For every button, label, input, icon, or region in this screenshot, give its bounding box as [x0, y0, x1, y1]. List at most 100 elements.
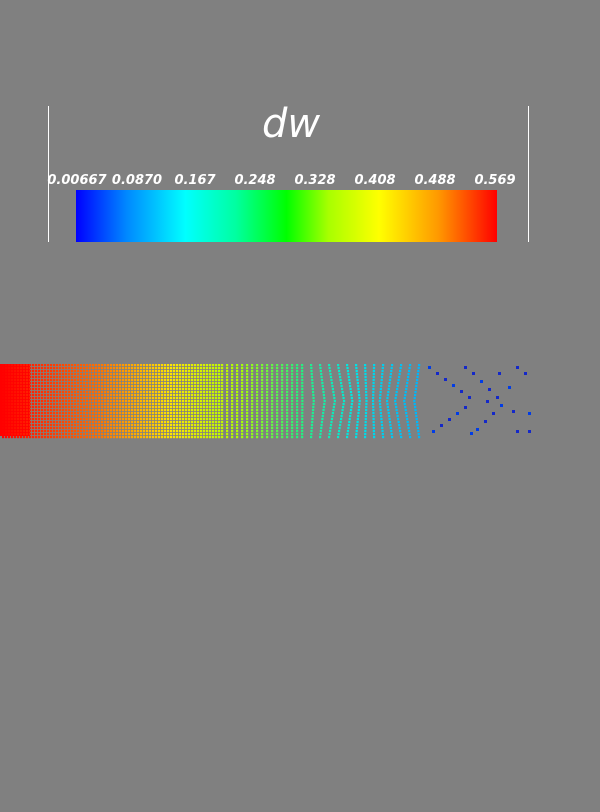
particle-point	[17, 403, 20, 406]
particle-point	[246, 376, 249, 379]
particle-point	[68, 421, 71, 424]
particle-point	[158, 370, 161, 373]
particle-point	[152, 382, 155, 385]
particle-point	[296, 367, 299, 370]
particle-point	[414, 412, 418, 415]
particle-point	[197, 421, 200, 424]
particle-point	[107, 400, 110, 403]
particle-point	[59, 424, 62, 427]
particle-point	[101, 418, 104, 421]
particle-point	[261, 430, 264, 433]
particle-point	[286, 379, 289, 382]
particle-point	[276, 397, 279, 400]
particle-point	[146, 436, 149, 439]
particle-point	[266, 421, 269, 424]
particle-point	[56, 400, 59, 403]
particle-point	[355, 373, 359, 376]
particle-point	[372, 433, 376, 436]
particle-point	[241, 424, 244, 427]
particle-point	[372, 412, 375, 415]
particle-point	[38, 382, 41, 385]
particle-point	[29, 406, 32, 409]
particle-point	[301, 376, 304, 379]
particle-point	[74, 400, 77, 403]
particle-point	[319, 436, 322, 439]
particle-point	[251, 403, 254, 406]
particle-point	[92, 403, 95, 406]
particle-point	[236, 418, 239, 421]
particle-point	[134, 406, 137, 409]
particle-point	[472, 372, 475, 375]
particle-point	[408, 430, 411, 433]
particle-point	[62, 388, 65, 391]
particle-point	[101, 412, 104, 415]
particle-point	[185, 424, 188, 427]
particle-point	[206, 385, 209, 388]
particle-point	[122, 379, 125, 382]
particle-point	[176, 412, 179, 415]
particle-point	[357, 412, 360, 415]
particle-point	[188, 433, 191, 436]
particle-point	[231, 415, 234, 418]
particle-point	[104, 418, 107, 421]
particle-point	[101, 379, 104, 382]
particle-point	[271, 364, 274, 367]
particle-point	[286, 397, 289, 400]
particle-point	[50, 436, 53, 439]
particle-point	[62, 421, 65, 424]
particle-point	[86, 421, 89, 424]
particle-point	[119, 427, 122, 430]
particle-point	[11, 370, 14, 373]
particle-point	[173, 412, 176, 415]
particle-point	[203, 403, 206, 406]
particle-point	[35, 379, 38, 382]
particle-point	[107, 388, 110, 391]
particle-point	[149, 433, 152, 436]
particle-point	[380, 415, 383, 418]
particle-point	[116, 385, 119, 388]
particle-point	[364, 379, 367, 382]
particle-point	[328, 436, 331, 439]
particle-point	[296, 421, 299, 424]
particle-point	[152, 370, 155, 373]
particle-point	[340, 415, 343, 418]
particle-point	[221, 424, 224, 427]
particle-point	[271, 379, 274, 382]
particle-point	[173, 427, 176, 430]
particle-point	[206, 418, 209, 421]
particle-point	[173, 430, 176, 433]
particle-point	[173, 373, 176, 376]
particle-point	[164, 394, 167, 397]
particle-point	[83, 427, 86, 430]
particle-point	[17, 391, 20, 394]
particle-point	[200, 394, 203, 397]
particle-point	[116, 433, 119, 436]
particle-point	[241, 415, 244, 418]
particle-point	[68, 397, 71, 400]
particle-point	[164, 430, 167, 433]
particle-point	[62, 406, 65, 409]
particle-point	[200, 367, 203, 370]
particle-point	[80, 430, 83, 433]
particle-point	[348, 421, 351, 424]
particle-point	[348, 382, 351, 385]
particle-point	[203, 412, 206, 415]
particle-point	[80, 385, 83, 388]
particle-point	[71, 424, 74, 427]
particle-point	[246, 406, 249, 409]
particle-point	[14, 436, 17, 439]
particle-point	[286, 388, 289, 391]
particle-point	[173, 403, 176, 406]
particle-point	[276, 367, 279, 370]
particle-point	[212, 379, 215, 382]
particle-point	[372, 388, 375, 391]
particle-point	[86, 397, 89, 400]
particle-point	[385, 400, 389, 403]
particle-point	[2, 391, 5, 394]
particle-point	[381, 367, 384, 370]
particle-point	[182, 403, 185, 406]
particle-point	[286, 367, 289, 370]
particle-point	[176, 430, 179, 433]
particle-point	[226, 376, 229, 379]
particle-point	[65, 376, 68, 379]
